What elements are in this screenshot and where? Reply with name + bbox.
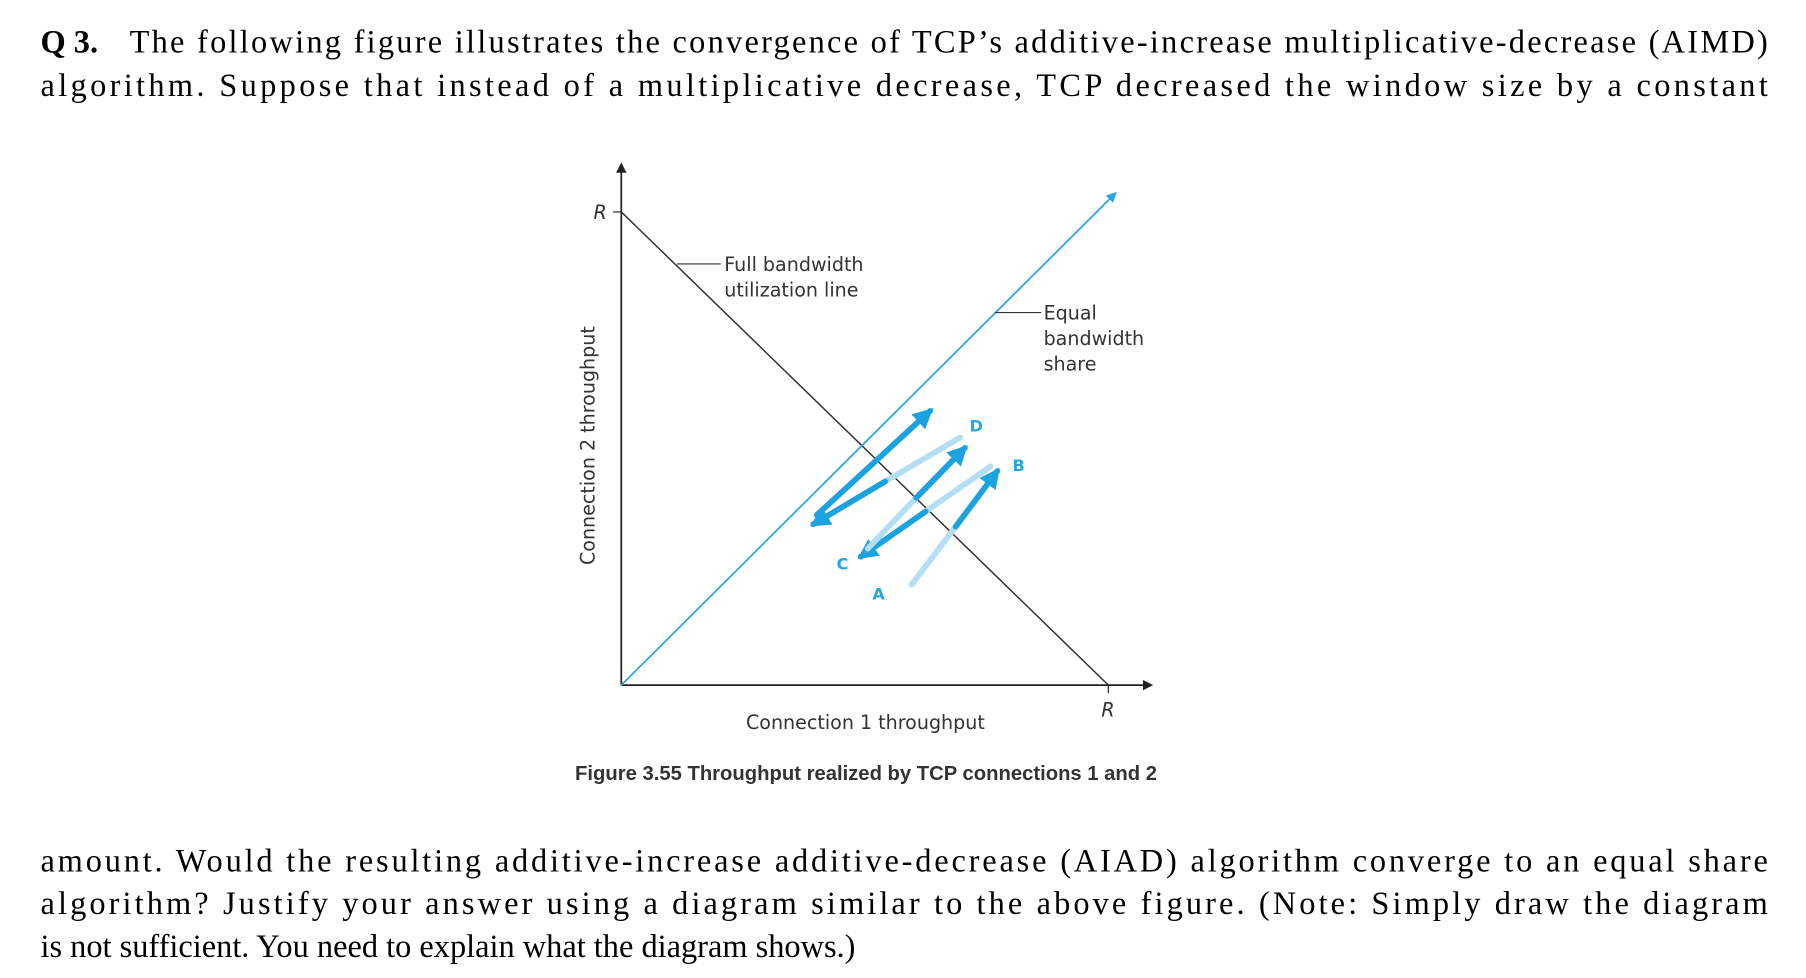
label-line: share [1044, 353, 1097, 375]
x-axis-label: Connection 1 throughput [746, 712, 985, 734]
label-line: Full bandwidth [724, 254, 863, 276]
question-line: algorithm. Suppose that instead of a mul… [40, 68, 1767, 104]
question-line: algorithm? Justify your answer using a d… [40, 886, 1767, 922]
label-line: bandwidth [1044, 328, 1145, 350]
point-label: D [970, 417, 983, 436]
trajectory [809, 408, 1001, 588]
question-number: Q 3. [40, 24, 98, 60]
y-max-label: R [594, 202, 607, 224]
point-label: C [836, 554, 848, 573]
equal-share-line [620, 191, 1117, 686]
question-line: is not sufficient. You need to explain w… [40, 929, 855, 965]
x-max-label: R [1101, 699, 1114, 721]
point-label: A [872, 584, 885, 603]
figure: R R Full bandwidth utilization line Equa… [575, 162, 1157, 785]
y-axis-label: Connection 2 throughput [578, 326, 600, 565]
full-bandwidth-line [620, 211, 1109, 686]
label-line: Equal [1044, 303, 1097, 325]
figure-caption: Figure 3.55 Throughput realized by TCP c… [575, 763, 1157, 785]
label-line: utilization line [724, 279, 858, 301]
question-line: The following figure illustrates the con… [130, 24, 1768, 60]
question-line: amount. Would the resulting additive-inc… [40, 843, 1767, 879]
point-label: B [1012, 456, 1024, 475]
